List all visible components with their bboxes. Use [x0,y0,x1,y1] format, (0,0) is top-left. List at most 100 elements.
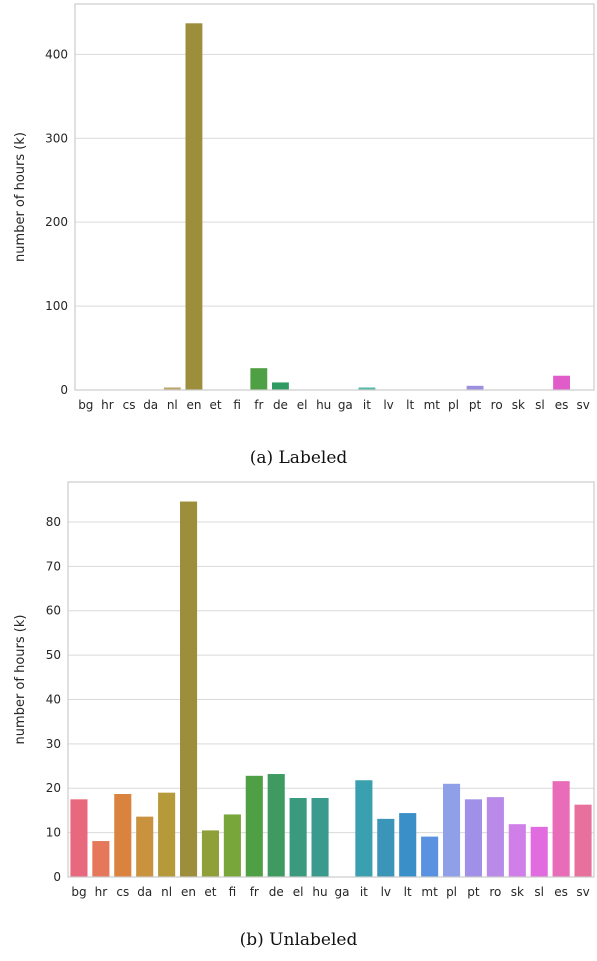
y-tick-label: 70 [46,559,61,573]
bar-hr [92,841,110,877]
x-tick-label-nl: nl [167,398,178,412]
bar-it [358,387,376,390]
x-tick-label-hu: hu [316,398,331,412]
bar-ro [486,797,504,877]
x-tick-label-et: et [204,885,216,899]
caption-unlabeled: (b) Unlabeled [239,930,358,950]
plot-frame [67,481,595,878]
bar-pl [442,783,461,877]
bar-mt [421,836,439,877]
x-tick-label-it: it [363,398,371,412]
y-tick-label: 10 [46,826,61,840]
y-tick-label: 200 [45,215,68,229]
x-tick-label-pt: pt [467,885,480,899]
x-tick-label-lv: lv [381,885,391,899]
bar-nl [158,792,176,877]
y-tick-label: 100 [45,299,68,313]
x-tick-label-de: de [269,885,284,899]
x-tick-label-pt: pt [469,398,482,412]
x-tick-label-cs: cs [123,398,136,412]
x-tick-label-da: da [143,398,158,412]
bar-pt [466,385,484,390]
y-tick-label: 50 [46,648,61,662]
bar-sl [530,826,548,877]
x-tick-label-ro: ro [489,885,501,899]
x-tick-label-lt: lt [404,885,412,899]
x-tick-label-hr: hr [101,398,114,412]
y-tick-label: 60 [46,604,61,618]
x-tick-label-es: es [554,885,568,899]
y-tick-label: 300 [45,131,68,145]
x-tick-label-pl: pl [446,885,457,899]
x-tick-label-hu: hu [312,885,327,899]
x-tick-label-sv: sv [576,885,589,899]
y-axis-label: number of hours (k) [13,615,28,745]
x-tick-label-sk: sk [512,398,525,412]
x-tick-label-nl: nl [161,885,172,899]
x-tick-label-sv: sv [577,398,590,412]
bar-el [289,798,307,877]
bar-da [136,816,154,877]
x-tick-label-lv: lv [383,398,393,412]
y-tick-label: 20 [46,781,61,795]
x-tick-label-da: da [137,885,152,899]
bar-de [272,382,289,390]
bar-nl [163,387,181,390]
bar-de [267,774,285,877]
bar-bg [70,799,88,877]
chart-labeled: 0 100 200 300 400 bg hr cs da nl en et fi fr de el hu ga i… [13,3,595,412]
x-tick-label-sk: sk [511,885,524,899]
x-tick-label-en: en [186,398,201,412]
bar-fi [223,814,241,877]
plot-frame [74,3,595,391]
x-tick-label-sl: sl [534,885,544,899]
chart-unlabeled: 0 10 20 30 40 50 60 70 80 bg hr cs da nl en et fi fr de el h… [13,481,595,899]
x-tick-label-lt: lt [406,398,414,412]
y-tick-label: 0 [53,870,61,884]
x-tick-label-it: it [360,885,368,899]
bar-lt [399,813,417,877]
x-tick-label-mt: mt [424,398,441,412]
x-tick-label-de: de [273,398,288,412]
x-tick-label-cs: cs [116,885,129,899]
x-tick-label-fi: fi [229,885,237,899]
caption-labeled: (a) Labeled [249,448,348,468]
bar-sk [508,824,526,877]
x-tick-label-bg: bg [71,885,86,899]
x-tick-label-hr: hr [95,885,108,899]
x-tick-label-fi: fi [233,398,241,412]
y-tick-label: 30 [46,737,61,751]
x-tick-label-el: el [293,885,304,899]
bar-pt [464,799,483,877]
y-tick-label: 0 [60,383,68,397]
x-tick-label-bg: bg [78,398,93,412]
x-tick-label-en: en [181,885,196,899]
bar-sv [574,804,592,877]
bar-lv [377,818,395,877]
y-tick-label: 80 [46,515,61,529]
x-tick-label-ro: ro [491,398,503,412]
x-tick-label-mt: mt [421,885,438,899]
x-tick-label-es: es [555,398,569,412]
x-tick-label-fr: fr [254,398,263,412]
bar-en [179,501,198,877]
bar-fr [245,775,263,877]
bar-fr [250,368,268,390]
x-tick-label-pl: pl [448,398,459,412]
x-tick-label-fr: fr [250,885,259,899]
y-tick-label: 40 [46,692,61,706]
x-tick-label-et: et [210,398,222,412]
bar-hu [311,798,329,877]
y-tick-label: 400 [45,47,68,61]
x-tick-label-ga: ga [338,398,353,412]
bar-cs [114,794,132,877]
bar-en [185,23,203,391]
bar-es [553,375,570,390]
bar-it [355,780,373,877]
x-tick-label-sl: sl [535,398,545,412]
x-tick-label-el: el [297,398,308,412]
x-tick-label-ga: ga [334,885,349,899]
y-axis-label: number of hours (k) [13,132,28,262]
bar-et [201,830,220,877]
bar-es [552,781,570,877]
